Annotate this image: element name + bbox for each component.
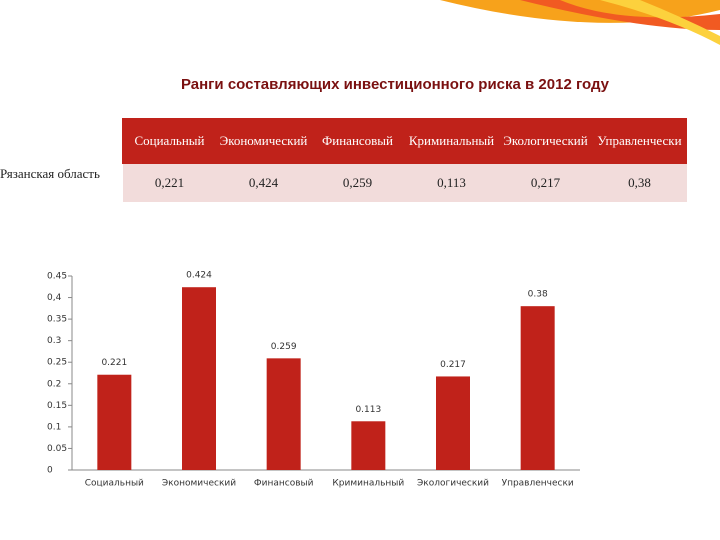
y-tick-label: 0.35 (47, 315, 67, 325)
x-tick-label: Криминальный (332, 479, 404, 489)
bar (351, 421, 386, 470)
data-label: 0.259 (271, 342, 297, 352)
cell: 0,217 (498, 163, 593, 202)
data-label: 0.113 (355, 405, 381, 415)
y-tick-label: 0.1 (47, 422, 61, 432)
header-cell: Управленчески (592, 118, 687, 164)
bar (182, 287, 216, 470)
x-tick-label: Финансовый (254, 479, 314, 489)
header-row: Социальный Экономический Финансовый Кримина… (122, 118, 687, 164)
y-tick-label: 0.25 (47, 358, 67, 368)
y-tick-label: 0.2 (47, 379, 61, 389)
header-cell: Криминальный (404, 118, 499, 164)
data-label: 0.217 (440, 360, 466, 370)
bar (436, 376, 470, 470)
data-row: 0,221 0,424 0,259 0,113 0,217 0,38 (122, 163, 687, 202)
bar (266, 358, 301, 470)
x-tick-label: Экологический (417, 479, 489, 489)
cell: 0,259 (310, 163, 405, 202)
bar (520, 306, 555, 470)
swirl (600, 0, 720, 45)
table: Социальный Экономический Финансовый Кримина… (122, 118, 687, 202)
y-tick-label: 0.05 (47, 444, 67, 454)
y-tick-label: 0.3 (47, 336, 61, 346)
y-tick-label: 0.45 (47, 272, 67, 282)
cell: 0,38 (592, 163, 687, 202)
header-cell: Экологический (498, 118, 593, 164)
cell: 0,113 (404, 163, 499, 202)
x-tick-label: Экономический (162, 479, 236, 489)
data-label: 0.38 (528, 290, 548, 300)
x-tick-label: Социальный (85, 479, 144, 489)
x-tick-label: Управленчески (502, 479, 574, 489)
row-label: Рязанская область (0, 166, 100, 181)
y-tick-label: 0.15 (47, 401, 67, 411)
slide-title: Ранги составляющих инвестиционного риска… (180, 76, 610, 93)
y-tick-label: 0,4 (47, 293, 62, 303)
y-tick-label: 0 (47, 466, 53, 476)
bar (97, 374, 132, 470)
decoration (440, 0, 720, 45)
data-label: 0.424 (186, 271, 212, 281)
cell: 0,424 (216, 163, 311, 202)
header-cell: Финансовый (310, 118, 405, 164)
header-cell: Экономический (216, 118, 311, 164)
data-label: 0.221 (101, 358, 127, 368)
cell: 0,221 (122, 163, 217, 202)
swirl (520, 0, 720, 30)
header-cell: Социальный (122, 118, 217, 164)
